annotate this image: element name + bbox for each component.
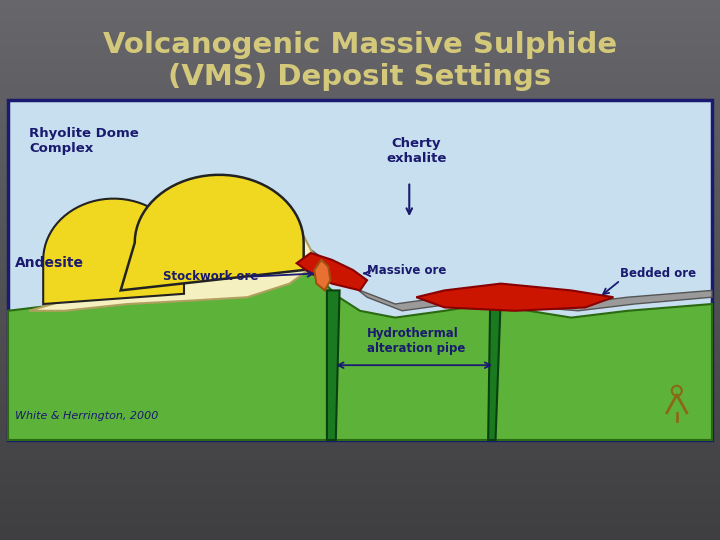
Polygon shape (121, 175, 304, 291)
Text: Volcanogenic Massive Sulphide: Volcanogenic Massive Sulphide (103, 31, 617, 59)
Polygon shape (488, 297, 501, 440)
Polygon shape (233, 219, 712, 311)
Text: Hydrothermal
alteration pipe: Hydrothermal alteration pipe (367, 327, 465, 355)
Text: White & Herrington, 2000: White & Herrington, 2000 (15, 411, 158, 421)
Text: Andesite: Andesite (15, 256, 84, 270)
Text: Massive ore: Massive ore (367, 264, 446, 276)
Text: (VMS) Deposit Settings: (VMS) Deposit Settings (168, 63, 552, 91)
Text: Cherty
exhalite: Cherty exhalite (386, 137, 446, 165)
Polygon shape (8, 229, 712, 440)
Text: Bedded ore: Bedded ore (621, 267, 697, 280)
Polygon shape (29, 215, 318, 311)
Text: Rhyolite Dome
Complex: Rhyolite Dome Complex (29, 127, 139, 155)
Polygon shape (314, 260, 330, 291)
Polygon shape (297, 253, 367, 291)
Text: Stockwork ore: Stockwork ore (163, 271, 258, 284)
Polygon shape (327, 291, 340, 440)
Polygon shape (43, 199, 184, 304)
Polygon shape (416, 284, 613, 311)
FancyBboxPatch shape (8, 100, 712, 440)
